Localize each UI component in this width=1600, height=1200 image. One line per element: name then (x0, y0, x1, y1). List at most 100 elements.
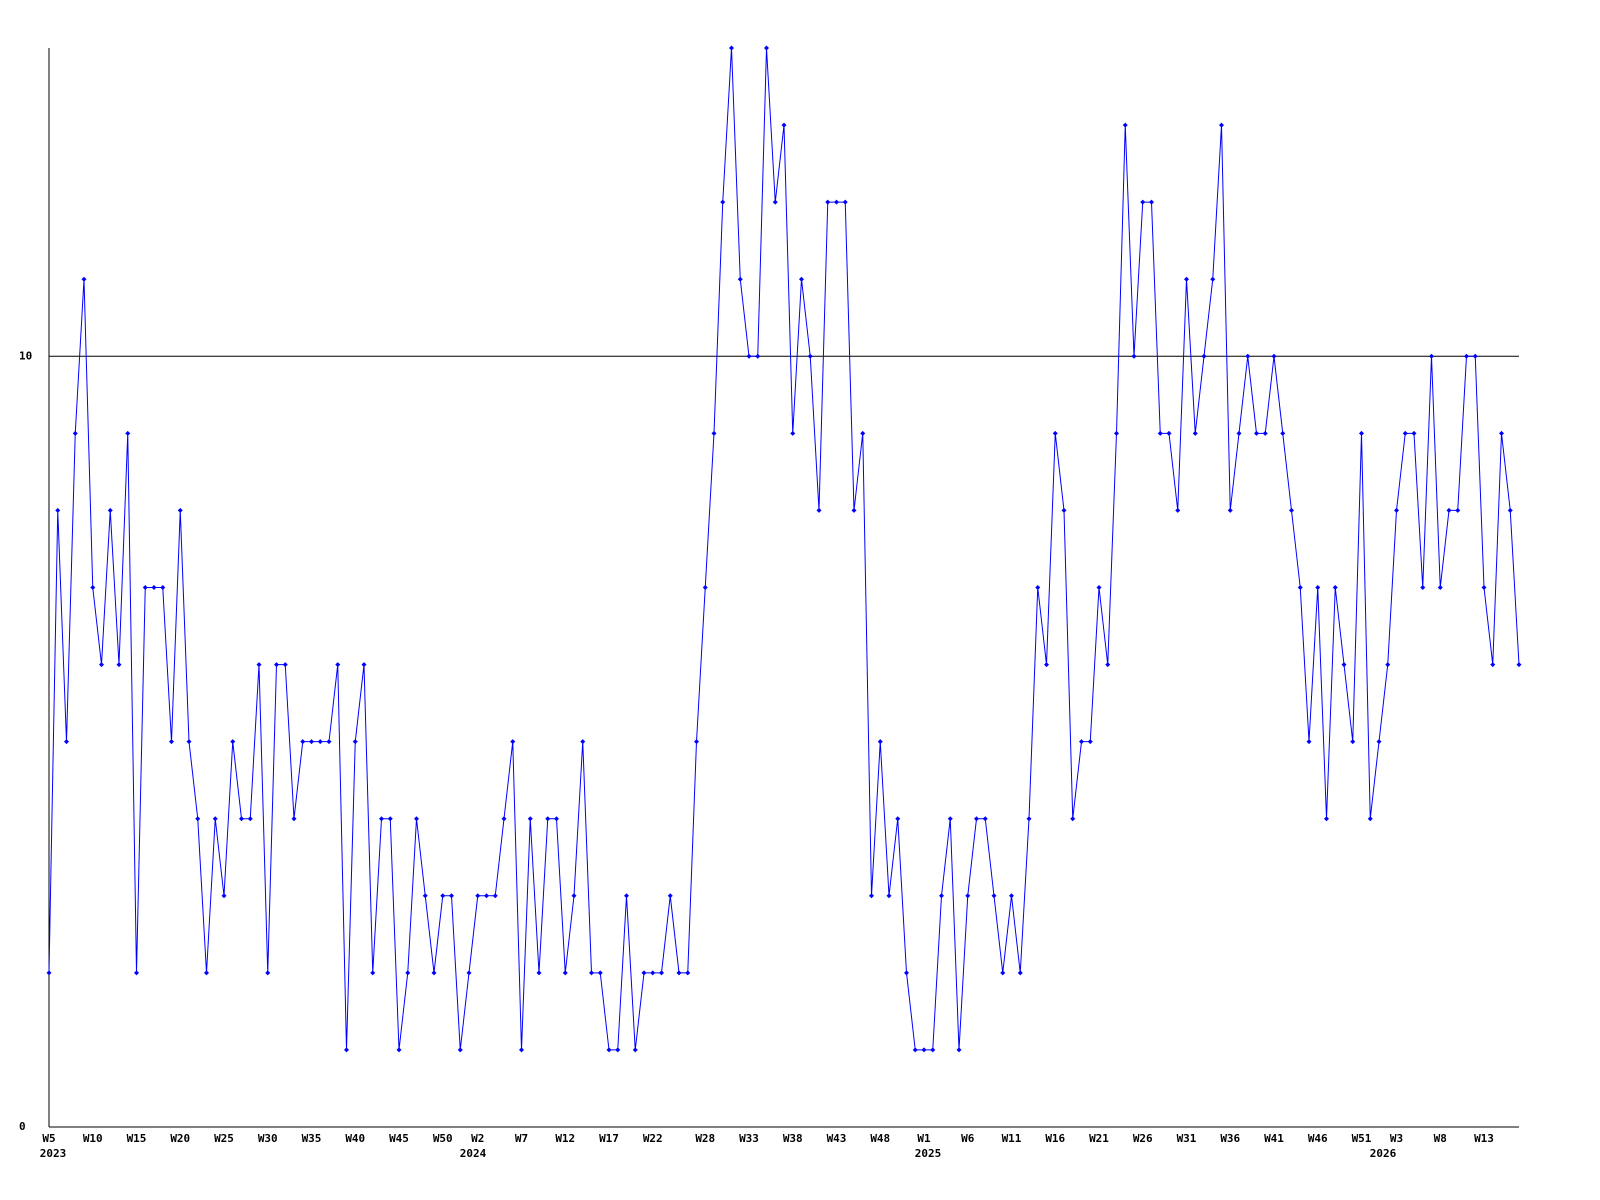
x-tick-label: W7 (515, 1132, 528, 1145)
data-point (746, 353, 752, 359)
data-point (659, 970, 664, 976)
data-point (1367, 816, 1373, 822)
x-tick-label: W17 (599, 1132, 619, 1145)
data-point (81, 276, 87, 282)
data-point (895, 816, 901, 822)
data-point (1332, 585, 1338, 590)
data-point (1052, 430, 1058, 436)
x-tick-label: W31 (1177, 1132, 1197, 1145)
data-point (545, 816, 551, 822)
data-point (1114, 430, 1119, 436)
data-point (720, 199, 726, 205)
data-point (1420, 585, 1426, 590)
data-point (492, 893, 498, 899)
data-point (221, 893, 227, 899)
data-point (72, 430, 78, 436)
data-point (1271, 353, 1277, 359)
data-point (195, 816, 201, 822)
x-tick-label: W12 (555, 1132, 575, 1145)
data-point (186, 739, 192, 745)
data-point (422, 893, 428, 899)
data-point (160, 585, 166, 590)
data-point (151, 585, 157, 590)
data-point (1464, 353, 1469, 359)
data-point (46, 970, 52, 976)
data-point (107, 507, 113, 513)
data-point (606, 1047, 612, 1053)
data-point (991, 893, 997, 899)
data-point (317, 739, 323, 745)
data-point (116, 662, 122, 668)
data-point (1446, 507, 1452, 513)
x-tick-label: W36 (1220, 1132, 1240, 1145)
data-point (344, 1047, 349, 1053)
data-point (387, 816, 393, 822)
y-tick-label: 0 (19, 1120, 26, 1133)
x-tick-label: W30 (258, 1132, 278, 1145)
data-point (1140, 199, 1146, 205)
data-point (729, 45, 734, 51)
data-point (466, 970, 472, 976)
x-tick-label: W41 (1264, 1132, 1284, 1145)
data-point (326, 739, 332, 745)
x-tick-label: W11 (1002, 1132, 1022, 1145)
x-tick-label: W20 (170, 1132, 190, 1145)
data-point (247, 816, 253, 822)
x-tick-label: W38 (783, 1132, 803, 1145)
data-point (510, 739, 516, 745)
data-point (177, 507, 183, 513)
data-point (667, 893, 673, 899)
x-tick-label: W2 (471, 1132, 484, 1145)
data-point (1227, 507, 1233, 513)
data-point (414, 816, 419, 822)
data-point (1297, 585, 1303, 590)
data-point (1280, 430, 1286, 436)
data-point (921, 1047, 927, 1053)
data-point (930, 1047, 936, 1053)
data-point (904, 970, 909, 976)
x-year-label: 2023 (40, 1147, 67, 1160)
data-point (869, 893, 874, 899)
x-year-label: 2026 (1370, 1147, 1397, 1160)
data-point (1105, 662, 1111, 668)
data-point (1210, 276, 1216, 282)
x-tick-label: W35 (302, 1132, 322, 1145)
data-point (1481, 585, 1487, 590)
data-point (379, 816, 384, 822)
data-point (860, 430, 866, 436)
data-point (1000, 970, 1006, 976)
x-tick-label: W1 (917, 1132, 931, 1145)
x-tick-label: W26 (1133, 1132, 1153, 1145)
data-point (711, 430, 717, 436)
data-point (396, 1047, 402, 1053)
data-point (1096, 585, 1102, 590)
data-point (825, 199, 831, 205)
data-point (300, 739, 306, 745)
data-point (834, 199, 839, 205)
data-point (519, 1047, 524, 1053)
y-tick-label: 10 (19, 349, 32, 362)
x-tick-label: W8 (1434, 1132, 1447, 1145)
data-point (1359, 430, 1364, 436)
data-point (851, 507, 857, 513)
data-point (974, 816, 979, 822)
data-point (309, 739, 314, 745)
data-point (1516, 662, 1522, 668)
x-tick-label: W43 (827, 1132, 847, 1145)
data-point (807, 353, 813, 359)
data-point (1166, 430, 1172, 436)
data-point (842, 199, 848, 205)
data-point (816, 507, 822, 513)
data-point (1122, 122, 1128, 128)
data-point (1402, 430, 1408, 436)
data-point (615, 1047, 621, 1053)
data-point (405, 970, 411, 976)
x-tick-label: W21 (1089, 1132, 1109, 1145)
data-point (1262, 430, 1268, 436)
data-point (1184, 276, 1189, 282)
x-year-label: 2024 (460, 1147, 487, 1160)
data-point (352, 739, 358, 745)
x-tick-label: W3 (1390, 1132, 1403, 1145)
data-point (90, 585, 96, 590)
